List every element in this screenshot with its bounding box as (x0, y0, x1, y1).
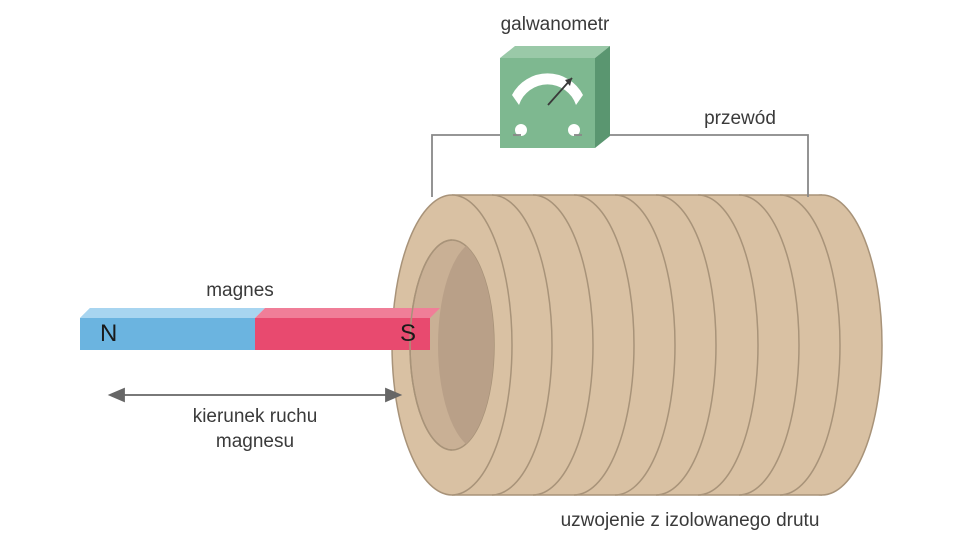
label-motion-direction: kierunek ruchu magnesu (145, 405, 365, 454)
motion-line1: kierunek ruchu (193, 406, 318, 427)
label-wire: przewód (680, 108, 800, 130)
magnet (80, 308, 440, 350)
label-galvanometer: galwanometr (480, 14, 630, 36)
label-magnet: magnes (180, 280, 300, 302)
motion-line2: magnesu (216, 431, 294, 452)
motion-arrow (110, 389, 400, 401)
wire-path (432, 135, 808, 197)
galvanometer (500, 46, 610, 148)
coil-body (392, 195, 882, 495)
label-coil: uzwojenie z izolowanego drutu (500, 510, 880, 532)
label-north-pole: N (100, 320, 117, 348)
label-south-pole: S (400, 320, 416, 348)
